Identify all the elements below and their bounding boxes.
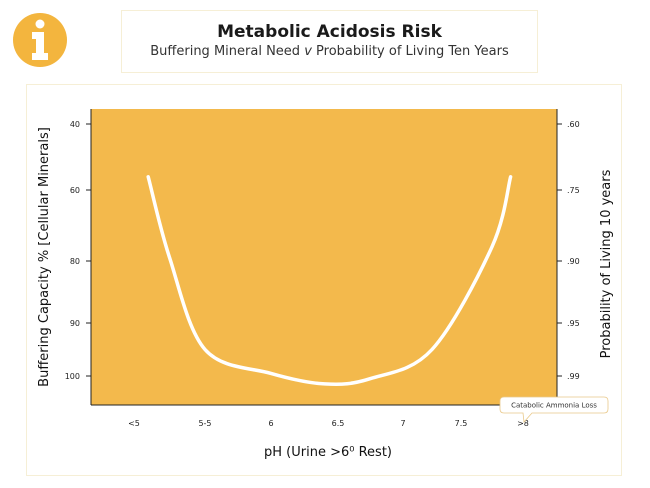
y-axis-title: Buffering Capacity % [Cellular Minerals] — [37, 127, 52, 387]
y-tick-label: 40 — [70, 120, 80, 129]
chart-title-box: Metabolic Acidosis Risk Buffering Minera… — [121, 10, 538, 73]
x-tick-labels: <5 5-5 6 6.5 7 7.5 >8 — [128, 419, 529, 428]
axes — [90, 109, 558, 406]
y-tick-label: 100 — [65, 372, 80, 381]
series-line — [146, 175, 513, 387]
y-tick-labels: 40 60 80 90 100 — [65, 120, 91, 381]
callout: Catabolic Ammonia Loss — [499, 396, 609, 423]
callout-text: Catabolic Ammonia Loss — [511, 402, 597, 410]
y2-tick-label: .95 — [567, 319, 580, 328]
y2-tick-label: .99 — [567, 372, 580, 381]
x-tick-label: 6.5 — [332, 419, 345, 428]
chart-title: Metabolic Acidosis Risk — [217, 22, 442, 42]
x-tick-label: 5-5 — [198, 419, 211, 428]
x-axis-title: pH (Urine >6⁰ Rest) — [264, 445, 392, 460]
info-icon — [11, 11, 69, 69]
callout-bubble — [499, 396, 609, 423]
y2-tick-label: .60 — [567, 120, 580, 129]
y-tick-label: 60 — [70, 186, 80, 195]
y2-tick-label: .90 — [567, 257, 580, 266]
y2-tick-label: .75 — [567, 186, 580, 195]
subtitle-versus: v — [304, 44, 312, 59]
subtitle-part-2: Probability of Living Ten Years — [316, 44, 509, 59]
x-tick-label: 6 — [268, 419, 273, 428]
chart-subtitle: Buffering Mineral Need v Probability of … — [122, 44, 537, 59]
y-tick-label: 80 — [70, 257, 80, 266]
x-tick-label: >8 — [517, 419, 529, 428]
x-tick-label: <5 — [128, 419, 140, 428]
chart-frame — [26, 84, 622, 476]
x-tick-label: 7.5 — [455, 419, 468, 428]
y2-axis-title: Probability of Living 10 years — [599, 169, 614, 358]
subtitle-part-1: Buffering Mineral Need — [150, 44, 301, 59]
y2-tick-labels: .60 .75 .90 .95 .99 — [557, 120, 580, 381]
x-tick-label: 7 — [400, 419, 405, 428]
y-tick-label: 90 — [70, 319, 80, 328]
